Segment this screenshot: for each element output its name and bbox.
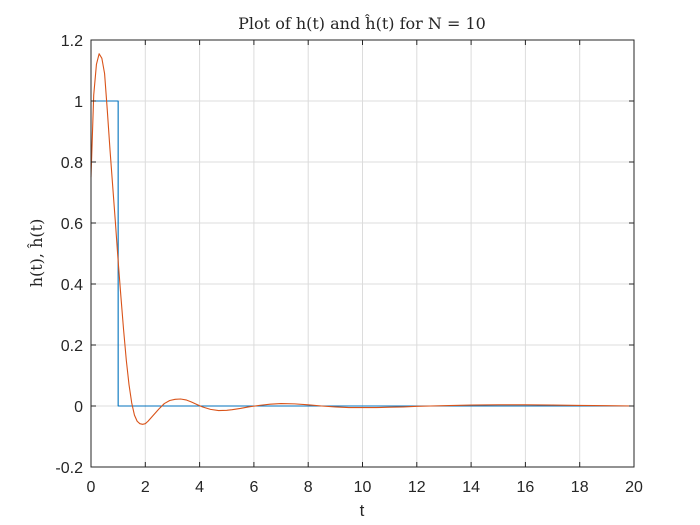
y-tick-label: 0.2 [61, 338, 83, 355]
x-tick-label: 14 [462, 479, 480, 496]
x-tick-label: 6 [249, 479, 258, 496]
x-tick-label: 8 [304, 479, 313, 496]
y-tick-label: 0.6 [61, 216, 83, 233]
tick-labels: 0 2 4 6 8 10 12 14 16 18 20-0.200.20.40.60.811.2 [55, 33, 643, 496]
y-tick-label: -0.2 [55, 460, 83, 477]
axis-ticks [90, 39, 635, 468]
h-hat-series-line [90, 53, 635, 425]
x-axis-label: t [360, 501, 365, 520]
y-tick-label: 1 [74, 94, 83, 111]
y-tick-label: 0 [74, 399, 83, 416]
x-tick-label: 20 [625, 479, 643, 496]
x-tick-label: 18 [571, 479, 589, 496]
chart-title: Plot of h(t) and ĥ(t) for N = 10 [238, 13, 486, 33]
y-tick-label: 1.2 [61, 33, 83, 50]
x-tick-label: 10 [354, 479, 372, 496]
y-axis-label: h(t), ĥ(t) [26, 219, 46, 288]
x-tick-label: 12 [408, 479, 426, 496]
x-tick-label: 0 [87, 479, 96, 496]
x-tick-label: 2 [141, 479, 150, 496]
series-lines [90, 53, 635, 425]
y-tick-label: 0.4 [61, 277, 83, 294]
x-tick-label: 16 [517, 479, 535, 496]
y-tick-label: 0.8 [61, 155, 83, 172]
x-tick-label: 4 [195, 479, 204, 496]
